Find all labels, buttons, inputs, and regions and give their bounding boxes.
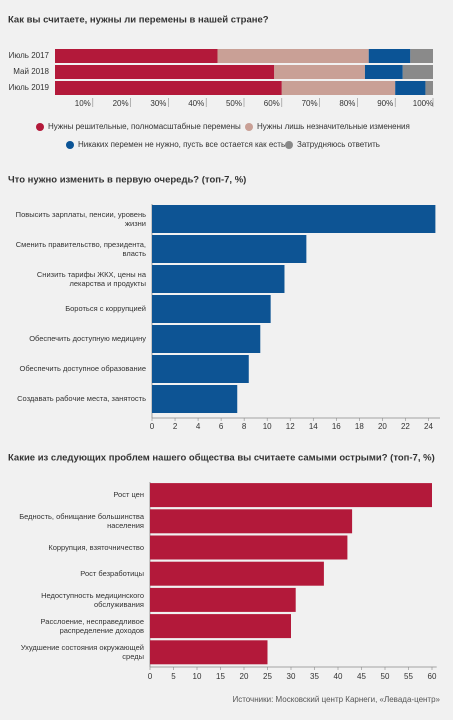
x-tick-label: 14	[309, 422, 318, 431]
x-tick-label: 20	[240, 672, 249, 681]
x-tick-label: 55	[404, 672, 413, 681]
bar-segment	[425, 81, 433, 95]
x-tick-label: 15	[216, 672, 225, 681]
x-tick-label: 20%	[113, 99, 129, 108]
legend-label: Нужны решительные, полномасштабные перем…	[48, 122, 241, 131]
x-tick-label: 18	[355, 422, 364, 431]
chart-title: Какие из следующих проблем нашего общест…	[8, 453, 435, 464]
bar-segment	[395, 81, 426, 95]
x-tick-label: 4	[196, 422, 201, 431]
x-tick-label: 24	[424, 422, 433, 431]
x-tick-label: 50%	[226, 99, 242, 108]
x-tick-label: 8	[242, 422, 247, 431]
bar	[150, 561, 324, 586]
x-tick-label: 0	[148, 672, 153, 681]
x-tick-label: 30	[287, 672, 296, 681]
bar-segment	[55, 65, 275, 79]
legend-marker	[245, 123, 253, 131]
bar-segment	[368, 49, 411, 63]
y-tick-label: Июль 2017	[9, 51, 50, 60]
bar	[152, 385, 238, 413]
bar-segment	[402, 65, 433, 79]
bar-segment	[281, 81, 396, 95]
chart-title: Как вы считаете, нужны ли перемены в наш…	[8, 15, 269, 26]
bar	[150, 587, 296, 612]
y-tick-label: Бороться с коррупцией	[65, 304, 146, 314]
y-tick-label: Снизить тарифы ЖКХ, цены на лекарства и …	[36, 269, 146, 288]
y-tick-label: Повысить зарплаты, пенсии, уровень жизни	[15, 209, 146, 228]
legend-marker	[285, 141, 293, 149]
chart-title: Что нужно изменить в первую очередь? (то…	[8, 175, 246, 186]
bar	[152, 325, 261, 353]
bar-segment	[217, 49, 369, 63]
x-tick-label: 90%	[377, 99, 393, 108]
x-tick-label: 40	[334, 672, 343, 681]
y-tick-label: Недоступность медицинского обслуживания	[41, 590, 144, 609]
y-tick-label: Создавать рабочие места, занятость	[17, 394, 146, 404]
bar	[152, 355, 249, 383]
x-tick-label: 40%	[188, 99, 204, 108]
y-tick-label: Расслоение, несправедливое распределение…	[40, 616, 144, 636]
legend-marker	[66, 141, 74, 149]
y-tick-label: Сменить правительство, президента, власт…	[15, 239, 146, 258]
bar	[150, 509, 353, 534]
source: Источники: Московский центр Карнеги, «Ле…	[232, 695, 440, 704]
y-tick-label: Рост цен	[113, 490, 144, 500]
bar	[152, 235, 307, 263]
x-tick-label: 80%	[339, 99, 355, 108]
bar-segment	[410, 49, 433, 63]
bar	[152, 205, 436, 233]
x-tick-label: 10%	[75, 99, 91, 108]
bar	[150, 483, 432, 508]
x-tick-label: 100%	[413, 99, 433, 108]
x-tick-label: 70%	[302, 99, 318, 108]
y-tick-label: Обеспечить доступное образование	[19, 364, 147, 374]
x-tick-label: 2	[173, 422, 178, 431]
legend-label: Никаких перемен не нужно, пусть все оста…	[78, 140, 285, 149]
x-tick-label: 0	[150, 422, 155, 431]
bar	[150, 535, 348, 560]
bar	[150, 614, 291, 639]
bar-segment	[274, 65, 365, 79]
y-tick-label: Коррупция, взяточничество	[48, 542, 144, 552]
y-tick-label: Май 2018	[13, 67, 49, 76]
x-tick-label: 25	[263, 672, 272, 681]
x-tick-label: 45	[357, 672, 366, 681]
x-tick-label: 30%	[150, 99, 166, 108]
bar	[152, 295, 271, 323]
y-tick-label: Рост безработицы	[80, 569, 144, 578]
x-tick-label: 16	[332, 422, 341, 431]
x-tick-label: 12	[286, 422, 295, 431]
bar-segment	[364, 65, 403, 79]
bar	[152, 265, 285, 293]
legend-label: Затрудняюсь ответить	[297, 140, 380, 149]
bar	[150, 640, 268, 665]
x-tick-label: 20	[378, 422, 387, 431]
x-tick-label: 10	[193, 672, 202, 681]
x-tick-label: 10	[263, 422, 272, 431]
legend-marker	[36, 123, 44, 131]
x-tick-label: 35	[310, 672, 319, 681]
y-tick-label: Бедность, обнищание большинства населени…	[19, 511, 144, 531]
x-tick-label: 22	[401, 422, 410, 431]
x-tick-label: 5	[171, 672, 176, 681]
y-tick-label: Ухудшение состояния окружающей среды	[20, 642, 144, 662]
x-tick-label: 60	[428, 672, 437, 681]
x-tick-label: 60%	[264, 99, 280, 108]
bar-segment	[55, 49, 218, 63]
y-tick-label: Обеспечить доступную медицину	[29, 334, 146, 344]
x-tick-label: 6	[219, 422, 224, 431]
x-tick-label: 50	[381, 672, 390, 681]
legend-label: Нужны лишь незначительные изменения	[257, 122, 410, 131]
bar-segment	[55, 81, 282, 95]
y-tick-label: Июль 2019	[9, 83, 50, 92]
